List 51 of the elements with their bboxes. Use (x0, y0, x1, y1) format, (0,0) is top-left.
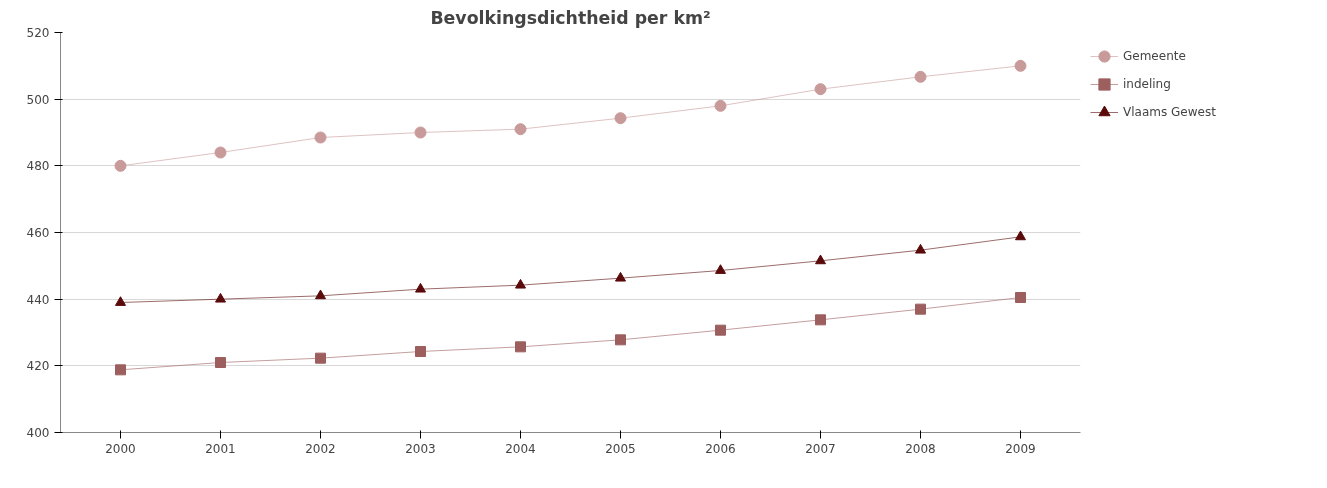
y-tick-label: 420 (26, 359, 50, 374)
point (415, 346, 426, 357)
x-tick-label: 2001 (205, 441, 236, 456)
point (815, 314, 826, 326)
point (515, 341, 526, 353)
x-tick-label: 2008 (905, 441, 936, 456)
point (715, 324, 726, 336)
point (215, 292, 226, 303)
x-tick-label: 2003 (405, 441, 436, 456)
x-tick-label: 2007 (805, 441, 836, 456)
point (614, 112, 627, 125)
point (315, 352, 326, 364)
point (415, 282, 426, 293)
point (1015, 292, 1026, 303)
point (1015, 230, 1026, 241)
x-tick-label: 2004 (505, 441, 536, 456)
legend-label: Vlaams Gewest (1123, 104, 1216, 120)
point (715, 264, 726, 274)
point (714, 99, 727, 112)
point (814, 83, 827, 96)
point (914, 70, 927, 83)
point (115, 364, 126, 376)
y-tick-label: 500 (26, 92, 50, 107)
y-tick-label: 460 (26, 226, 50, 240)
point (915, 303, 926, 315)
point (315, 289, 326, 300)
point (515, 278, 526, 289)
point (314, 131, 327, 144)
y-tick-label: 520 (26, 26, 50, 40)
point (1014, 59, 1027, 72)
y-tick-label: 480 (26, 159, 50, 174)
y-tick-label: 400 (26, 426, 50, 440)
point (214, 146, 227, 159)
x-tick-label: 2006 (705, 441, 736, 456)
legend-label: Gemeente (1123, 48, 1186, 64)
point (115, 296, 126, 306)
point (514, 123, 527, 136)
x-tick-label: 2005 (605, 441, 636, 456)
point (215, 357, 226, 368)
x-tick-label: 2002 (305, 441, 336, 456)
point (615, 334, 626, 346)
x-tick-label: 2000 (105, 441, 136, 456)
chart-title: Bevolkingsdichtheid per km² (430, 7, 711, 28)
x-tick-label: 2009 (1005, 441, 1036, 456)
point (915, 243, 926, 254)
y-tick-label: 440 (26, 292, 50, 307)
legend-label: indeling (1123, 76, 1171, 92)
point (815, 254, 826, 265)
point (615, 271, 626, 282)
point (114, 159, 127, 172)
point (414, 126, 427, 139)
